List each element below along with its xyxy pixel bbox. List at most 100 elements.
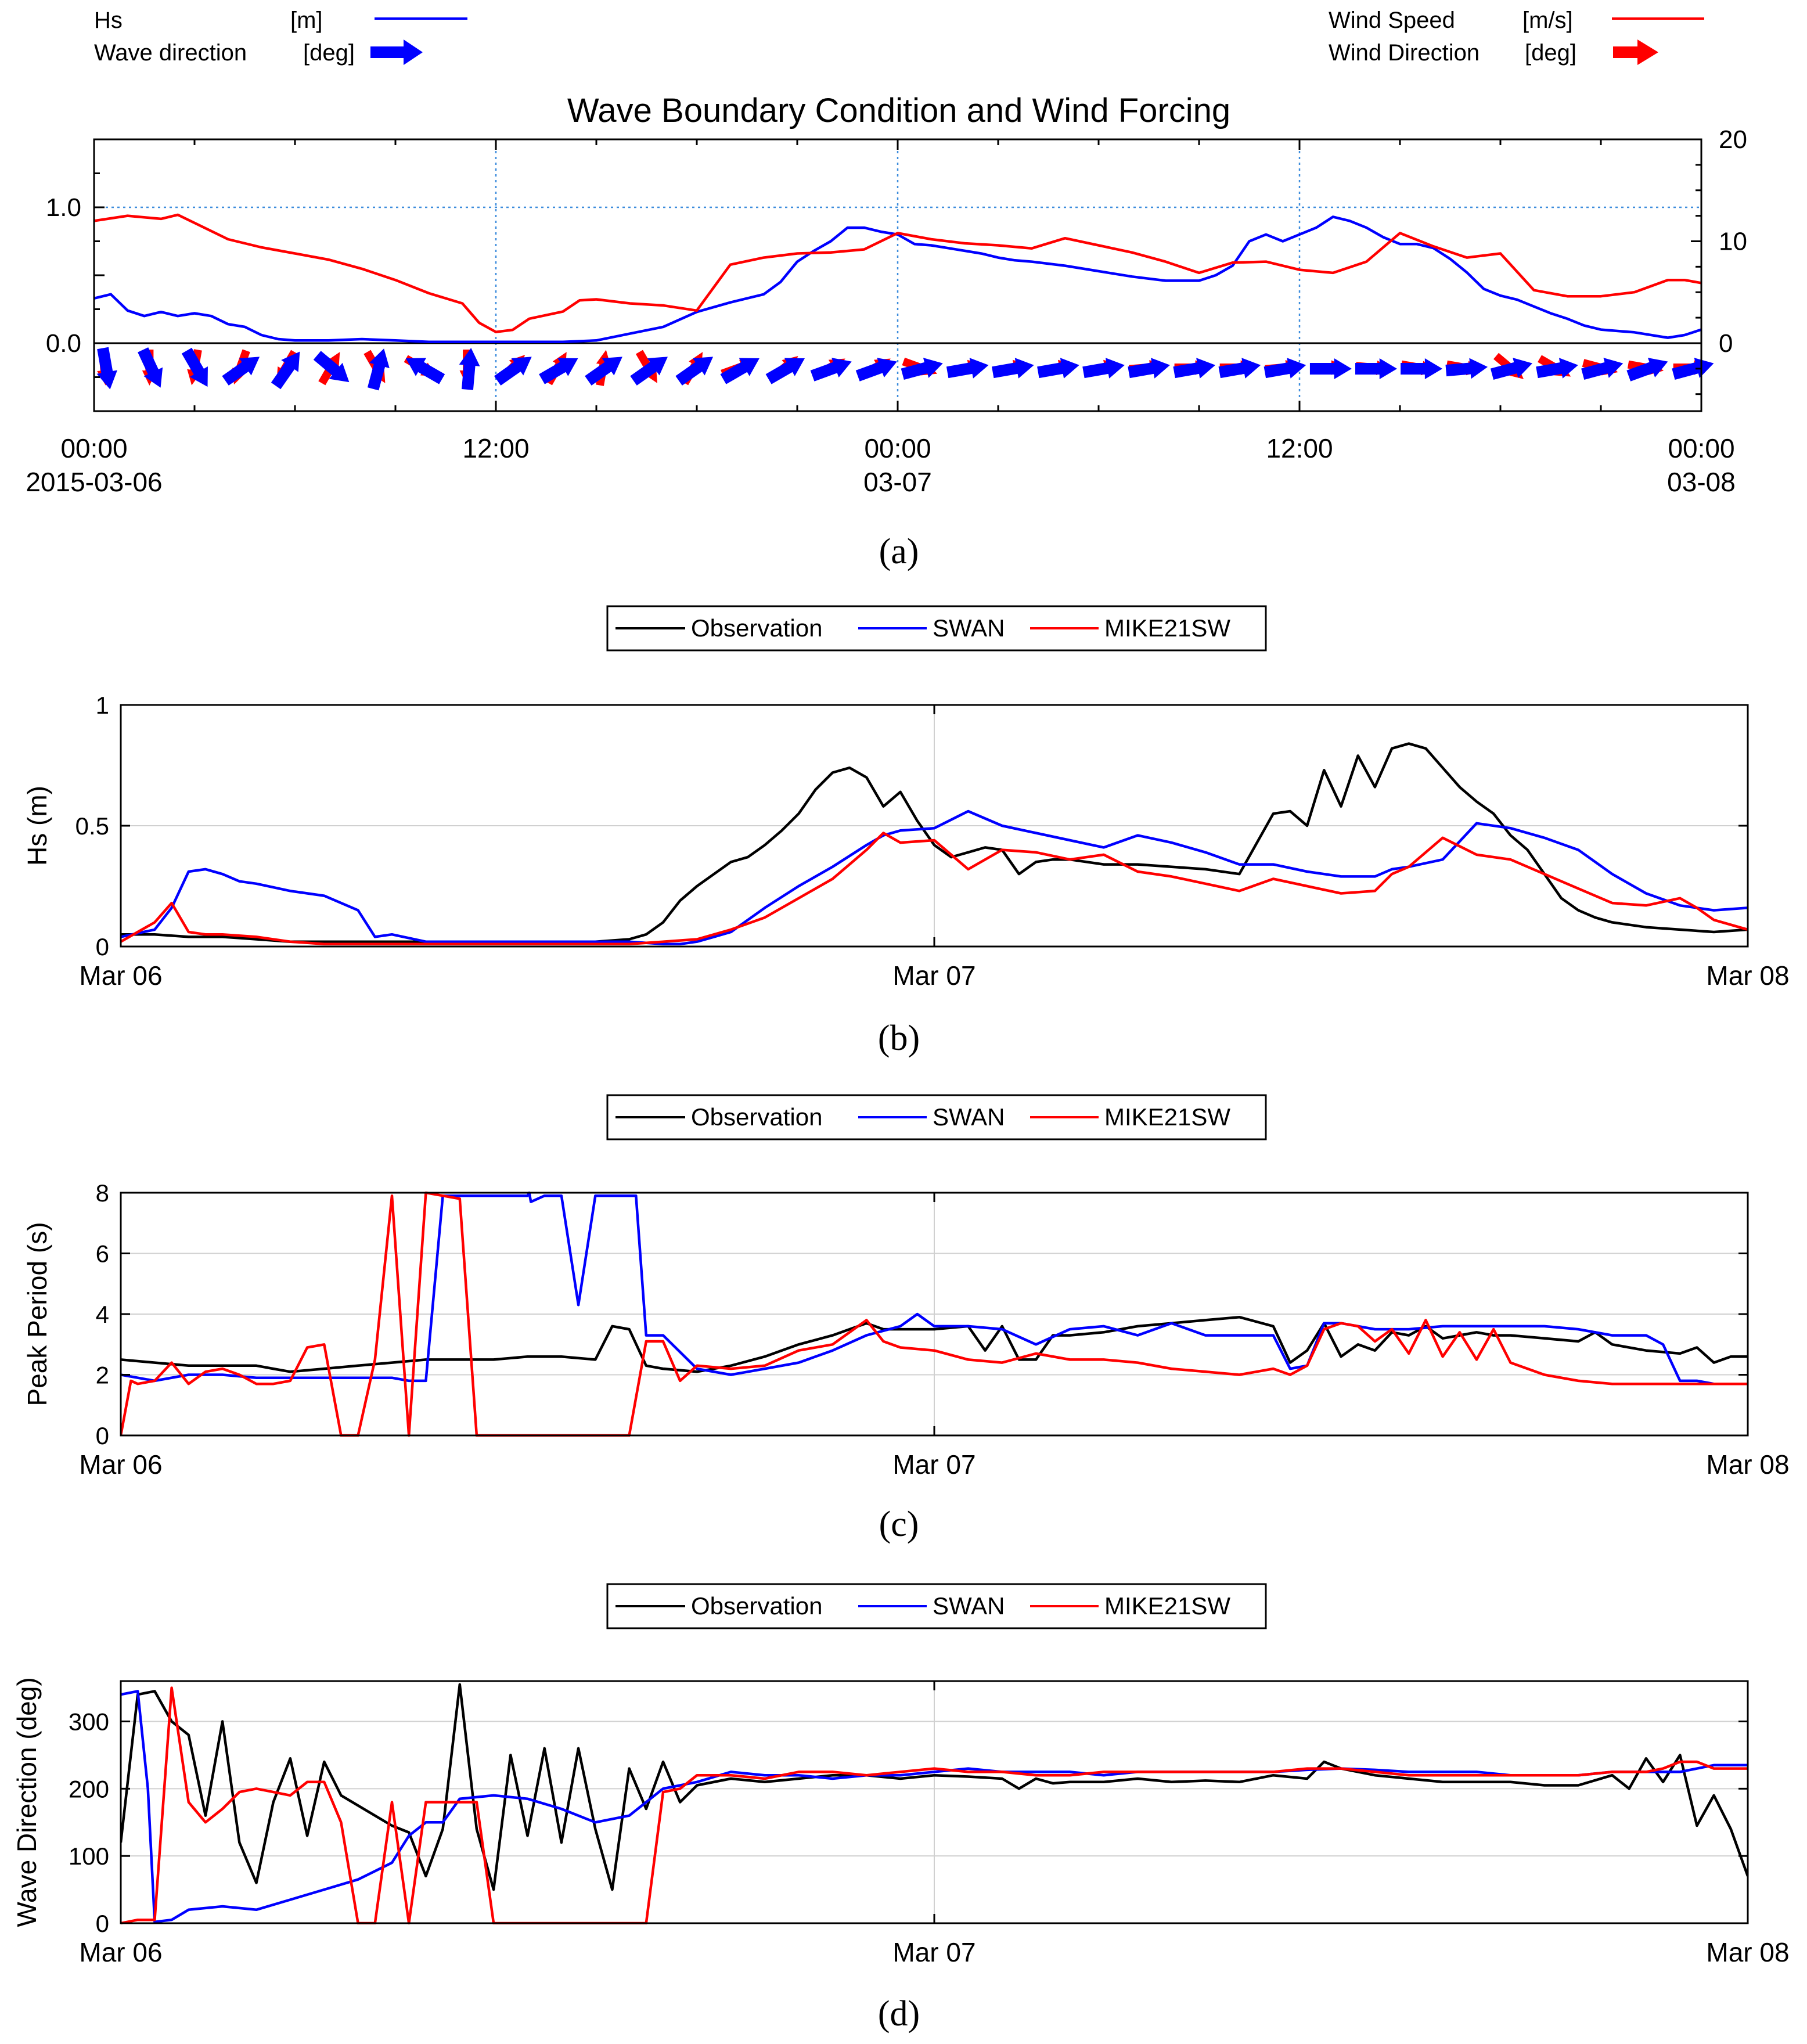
wave-direction-arrow xyxy=(1355,358,1397,379)
y-tick-label: 4 xyxy=(96,1301,109,1328)
wave-direction-arrow xyxy=(946,358,989,379)
y-tick-label: 8 xyxy=(96,1179,109,1207)
x-tick-label: Mar 07 xyxy=(892,1449,976,1480)
wave-direction-arrow xyxy=(1672,358,1714,380)
legend-label-observation: Observation xyxy=(691,1592,822,1620)
legend-label-mike21sw: MIKE21SW xyxy=(1104,614,1230,642)
wave-direction-arrow xyxy=(313,351,350,383)
wave-direction-arrow xyxy=(1128,358,1170,379)
panel-d: Observation SWAN MIKE21SW 0 100 200 300 Mar 06… xyxy=(12,1583,1790,2034)
wave-direction-arrow xyxy=(1490,358,1533,380)
legend-label-swan: SWAN xyxy=(933,1103,1005,1131)
legend-hs-unit: [m] xyxy=(290,8,323,33)
legend-winddir-unit: [deg] xyxy=(1525,40,1576,66)
wave-direction-arrow xyxy=(494,357,532,386)
y-tick-label: 1 xyxy=(96,692,109,719)
wave-direction-arrow xyxy=(720,358,759,384)
y-tick-label: 0 xyxy=(96,1422,109,1449)
y-axis-label: Hs (m) xyxy=(22,786,52,866)
y-axis-label: Wave Direction (deg) xyxy=(12,1677,42,1927)
x-tick-label: Mar 08 xyxy=(1706,1449,1789,1480)
wave-direction-arrow xyxy=(1173,358,1216,379)
x-tick-label: Mar 06 xyxy=(79,960,162,991)
series-observation xyxy=(121,1683,1748,1891)
wave-direction-arrow xyxy=(765,358,805,384)
x-tick-label: Mar 08 xyxy=(1706,960,1789,991)
wave-direction-arrow xyxy=(405,358,445,384)
legend-winddir-arrow xyxy=(1613,39,1658,65)
y-tick-label: 200 xyxy=(69,1775,109,1802)
legend-box xyxy=(606,1583,1267,1629)
wave-direction-arrow xyxy=(1445,358,1488,379)
panel-b: Observation SWAN MIKE21SW 0 0.5 1 Mar 06 Mar 0… xyxy=(22,605,1790,1058)
wave-direction-arrow xyxy=(367,348,390,391)
series-group xyxy=(121,742,1748,946)
x-tick-label: 00:00 xyxy=(864,433,931,463)
series-mike21sw xyxy=(121,1192,1748,1437)
y-tick-label: 0.5 xyxy=(75,812,109,840)
x-tick-label: 12:00 xyxy=(462,433,529,463)
x-tick-label-date: 2015-03-06 xyxy=(26,467,162,497)
legend-hs-label: Hs xyxy=(94,8,123,33)
wave-direction-arrow xyxy=(630,357,668,386)
legend-label-observation: Observation xyxy=(691,1103,822,1131)
y-tick-label: 0 xyxy=(96,1910,109,1937)
series-hs xyxy=(93,215,1702,343)
legend-label-mike21sw: MIKE21SW xyxy=(1104,1103,1230,1131)
wave-direction-arrow xyxy=(1401,358,1443,379)
x-tick-label: 12:00 xyxy=(1266,433,1333,463)
series-swan xyxy=(121,1690,1748,1923)
y-tick-label-left: 0.0 xyxy=(46,329,81,358)
legend-label-swan: SWAN xyxy=(933,614,1005,642)
x-tick-label-date: 03-07 xyxy=(863,467,932,497)
chart-a-title: Wave Boundary Condition and Wind Forcing xyxy=(567,92,1230,129)
wave-direction-arrow xyxy=(585,357,622,386)
x-tick-label-date: 03-08 xyxy=(1667,467,1736,497)
panel-a: Hs [m] Wave direction [deg] Wind Speed [… xyxy=(26,8,1747,571)
legend-box xyxy=(606,605,1267,652)
wave-direction-arrow xyxy=(1264,358,1306,379)
x-tick-label: 00:00 xyxy=(60,433,127,463)
legend-label-observation: Observation xyxy=(691,614,822,642)
y-tick-label: 100 xyxy=(69,1843,109,1870)
panel-label-d: (d) xyxy=(878,1994,920,2034)
wave-direction-arrow xyxy=(96,347,118,390)
panel-c: Observation SWAN MIKE21SW 0 2 4 6 8 Mar 06 Mar 0… xyxy=(22,1094,1790,1544)
x-tick-label: Mar 08 xyxy=(1706,1937,1789,1967)
y-tick-label-right: 20 xyxy=(1719,125,1747,154)
legend-wavedir-label: Wave direction xyxy=(94,40,247,66)
x-tick-label: Mar 07 xyxy=(892,960,976,991)
wave-direction-arrow xyxy=(675,357,714,386)
series-mike21sw xyxy=(121,832,1748,946)
wave-direction-arrow xyxy=(901,358,943,380)
wave-direction-arrow xyxy=(1218,358,1261,379)
wave-direction-arrow xyxy=(138,347,163,388)
x-tick-label: Mar 06 xyxy=(79,1937,162,1967)
panel-label-c: (c) xyxy=(879,1505,919,1544)
panel-label-a: (a) xyxy=(879,532,919,571)
wave-direction-arrow xyxy=(1082,358,1125,379)
y-tick-label: 2 xyxy=(96,1362,109,1389)
y-tick-label-right: 10 xyxy=(1719,227,1747,256)
legend-winddir-label: Wind Direction xyxy=(1329,40,1480,66)
wave-direction-arrow xyxy=(1309,358,1352,379)
y-axis-label: Peak Period (s) xyxy=(22,1222,52,1406)
legend-label-swan: SWAN xyxy=(933,1592,1005,1620)
y-tick-label-left: 1.0 xyxy=(46,193,81,222)
wave-direction-arrow xyxy=(1626,358,1668,382)
legend-wavedir-unit: [deg] xyxy=(303,40,355,66)
legend-box xyxy=(606,1094,1267,1140)
series-swan xyxy=(121,809,1748,946)
wave-direction-arrow xyxy=(539,358,578,384)
wave-direction-arrow xyxy=(1037,358,1079,379)
series-mike21sw xyxy=(121,1686,1748,1924)
x-tick-label: Mar 07 xyxy=(892,1937,976,1967)
wave-direction-arrow xyxy=(271,351,300,390)
series-group xyxy=(121,1192,1748,1437)
wave-direction-arrow xyxy=(459,348,480,390)
wave-direction-arrow xyxy=(181,347,208,387)
x-tick-label: Mar 06 xyxy=(79,1449,162,1480)
wave-direction-arrow xyxy=(810,358,852,382)
series-swan xyxy=(121,1192,1748,1386)
